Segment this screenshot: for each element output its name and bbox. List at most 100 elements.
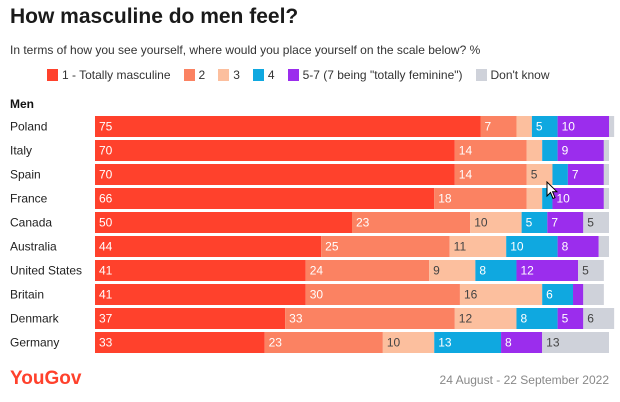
data-label: 10	[387, 336, 401, 350]
bar-segment	[321, 236, 450, 257]
legend-item: 3	[218, 68, 240, 82]
data-label: 8	[505, 336, 512, 350]
data-label: 10	[556, 192, 570, 206]
bar-segment	[583, 308, 615, 329]
data-label: 24	[310, 264, 324, 278]
category-label: United States	[10, 264, 82, 278]
bar-segment	[285, 308, 455, 329]
category-label: Germany	[10, 336, 59, 350]
bar-segment	[95, 116, 481, 137]
bar-segment	[352, 212, 471, 233]
bar-segment	[547, 212, 584, 233]
bar-segment	[573, 284, 584, 305]
legend-swatch	[287, 69, 299, 81]
data-label: 50	[99, 216, 113, 230]
data-label: 6	[587, 312, 594, 326]
bar-segment	[434, 332, 502, 353]
legend-item: 4	[252, 68, 275, 82]
bar-segment	[526, 140, 543, 161]
legend-swatch	[183, 69, 195, 81]
bar-segment	[552, 188, 604, 209]
bar-segment	[95, 332, 265, 353]
data-label: 13	[546, 336, 560, 350]
bar-segment	[95, 308, 286, 329]
data-label: 9	[433, 264, 440, 278]
category-label: Italy	[10, 144, 32, 158]
chart-subtitle: In terms of how you see yourself, where …	[10, 43, 481, 57]
data-label: 7	[572, 168, 579, 182]
data-label: 5	[562, 312, 569, 326]
data-label: 10	[562, 120, 576, 134]
category-label: Spain	[10, 168, 41, 182]
bar-segment	[531, 116, 558, 137]
data-label: 14	[459, 144, 473, 158]
legend-swatch	[252, 69, 264, 81]
bar-segment	[470, 212, 522, 233]
data-label: 70	[99, 168, 113, 182]
chart-title: How masculine do men feel?	[10, 5, 299, 28]
category-label: France	[10, 192, 48, 206]
data-label: 70	[99, 144, 113, 158]
data-label: 5	[536, 120, 543, 134]
bar-segment	[557, 140, 604, 161]
data-label: 14	[459, 168, 473, 182]
legend-label: 5-7 (7 being "totally feminine")	[302, 68, 463, 82]
bar-segment	[603, 140, 609, 161]
bar-segment	[264, 332, 383, 353]
bar-segment	[454, 164, 527, 185]
bar-segment	[521, 212, 548, 233]
data-label: 10	[474, 216, 488, 230]
bar-segment	[567, 164, 604, 185]
legend-swatch	[47, 69, 58, 81]
bar-segment	[429, 260, 476, 281]
data-label: 12	[459, 312, 473, 326]
legend-swatch	[475, 69, 487, 81]
bar-segment	[583, 284, 604, 305]
bar-segment	[542, 284, 574, 305]
data-label: 8	[562, 240, 569, 254]
bar-segment	[583, 212, 609, 233]
data-label: 18	[438, 192, 452, 206]
bar-segment	[598, 236, 609, 257]
data-label: 23	[269, 336, 283, 350]
data-label: 8	[479, 264, 486, 278]
bar-segment	[305, 260, 430, 281]
bar-segment	[516, 116, 532, 137]
data-label: 75	[99, 120, 113, 134]
bar-segment	[475, 260, 517, 281]
category-label: Australia	[10, 240, 57, 254]
data-label: 7	[485, 120, 492, 134]
data-label: 41	[99, 264, 113, 278]
data-label: 23	[356, 216, 370, 230]
category-label: Poland	[10, 120, 47, 134]
bar-segment	[526, 188, 543, 209]
legend: 1 - Totally masculine 2 3 4 5-7 (7 being…	[47, 68, 563, 82]
data-label: 10	[510, 240, 524, 254]
group-label: Men	[10, 97, 34, 111]
mouse-pointer-icon	[546, 180, 559, 205]
bar-segment	[506, 236, 558, 257]
data-label: 25	[325, 240, 339, 254]
legend-item: 5-7 (7 being "totally feminine")	[287, 68, 463, 82]
data-label: 8	[520, 312, 527, 326]
legend-label: 2	[198, 68, 206, 82]
data-label: 16	[464, 288, 478, 302]
data-label: 11	[454, 240, 467, 254]
legend-item: Don't know	[475, 68, 550, 82]
data-label: 9	[562, 144, 569, 158]
data-label: 33	[289, 312, 303, 326]
bar-segment	[603, 164, 609, 185]
category-label: Denmark	[10, 312, 60, 326]
bar-segment	[382, 332, 435, 353]
bar-segment	[95, 212, 352, 233]
bar-segment	[557, 116, 609, 137]
category-label: Britain	[10, 288, 44, 302]
data-label: 13	[438, 336, 452, 350]
bar-segment	[95, 188, 435, 209]
bar-segment	[454, 140, 527, 161]
data-label: 5	[531, 168, 538, 182]
category-label: Canada	[10, 216, 52, 230]
bar-segment	[552, 164, 568, 185]
data-label: 5	[526, 216, 533, 230]
